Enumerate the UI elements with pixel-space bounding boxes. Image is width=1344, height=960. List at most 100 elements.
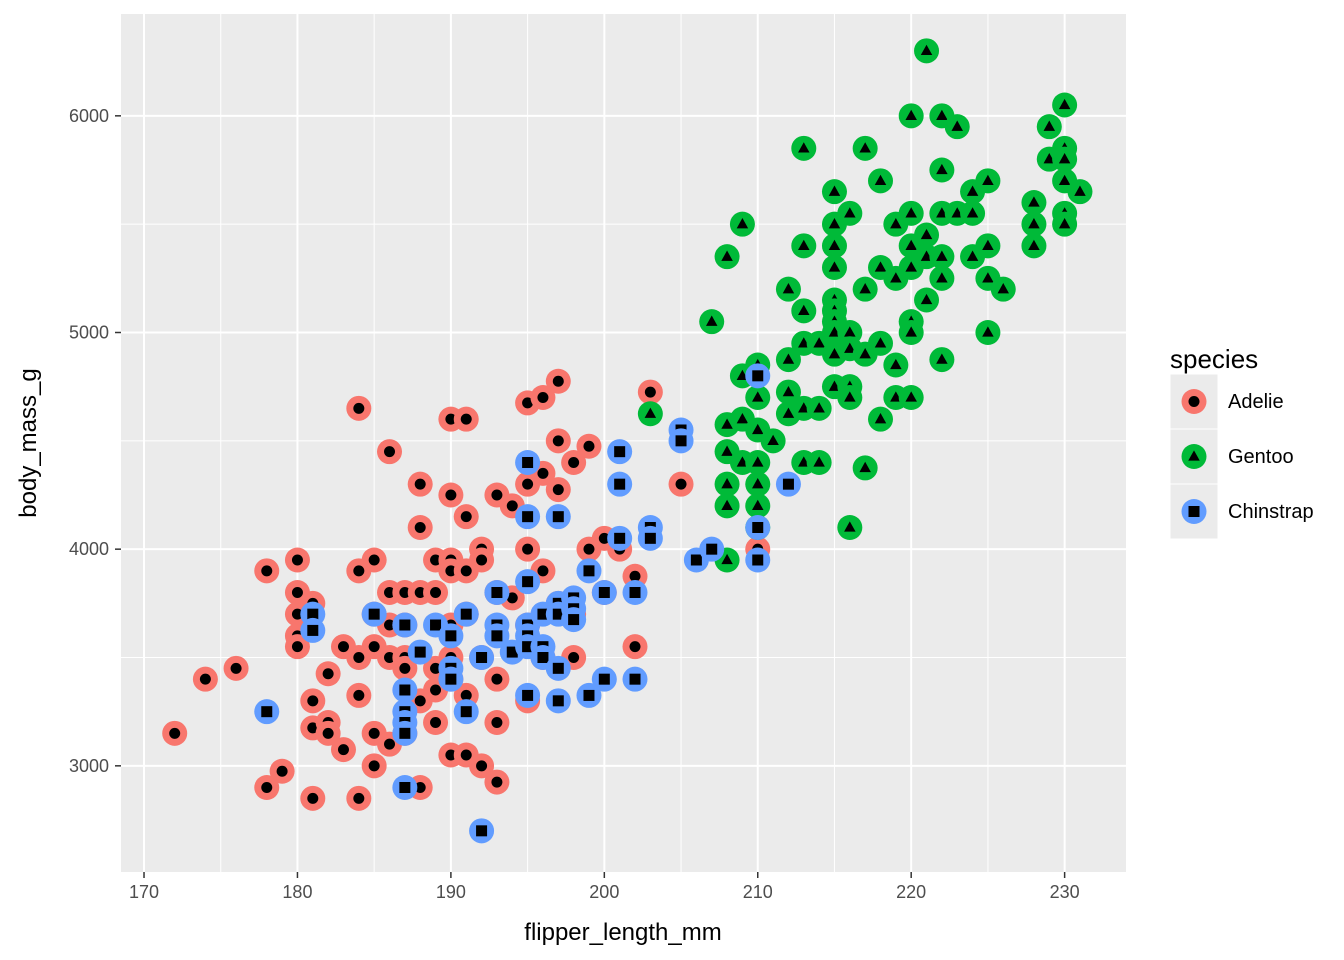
point-marker-triangle [920,293,933,305]
data-point [484,769,510,795]
point-marker-triangle [982,239,994,250]
data-point [315,720,341,746]
point-marker-triangle [1058,153,1071,164]
point-marker-circle [291,554,303,566]
point-marker-circle [169,727,181,739]
data-point [407,639,433,665]
point-marker-triangle [982,174,994,185]
point-marker-circle [506,592,518,604]
point-marker-circle [414,478,426,490]
data-point [775,379,801,405]
point-marker-square [629,587,641,598]
data-point [576,682,602,708]
legend-label: Chinstrap [1228,501,1314,523]
data-point [591,580,617,605]
point-marker-triangle [705,315,718,326]
data-point [1052,92,1078,118]
point-marker-triangle [752,456,764,467]
data-point [791,233,817,259]
point-marker-triangle [813,456,825,467]
point-marker-triangle [1028,218,1040,229]
point-marker-circle [276,765,288,777]
point-marker-triangle [905,109,917,120]
point-marker-triangle [936,250,948,261]
point-marker-circle [307,722,319,734]
point-marker-triangle [767,434,779,445]
point-marker-square [537,608,549,620]
data-point [392,775,418,800]
point-marker-triangle [844,342,856,353]
point-marker-triangle [859,348,871,359]
data-point [392,655,418,681]
legend-label: Gentoo [1228,446,1294,468]
point-marker-square [706,543,718,555]
data-point [346,682,372,708]
point-marker-circle [460,413,472,425]
point-marker-triangle [828,348,841,359]
point-marker-circle [460,565,472,577]
point-marker-triangle [874,337,887,348]
point-marker-square [506,646,518,658]
point-marker-square [399,684,411,696]
grid-minor [121,14,1126,872]
point-marker-circle [230,662,242,674]
point-marker-triangle [828,239,841,250]
point-marker-triangle [920,228,933,240]
point-marker-circle [583,543,595,555]
data-point [745,493,771,519]
point-marker-triangle [828,326,841,337]
point-marker-triangle [859,283,871,294]
point-marker-triangle [920,250,933,261]
data-point [868,330,894,356]
point-marker-triangle [721,418,733,429]
point-marker-square [476,652,488,663]
data-point [361,753,387,779]
point-marker-triangle [936,272,948,283]
series-gentoo [637,38,1093,573]
data-point [453,699,479,725]
point-marker-circle [291,587,303,598]
point-marker-triangle [844,326,856,337]
data-point [545,688,571,714]
data-point [791,298,817,324]
point-marker-circle [445,413,457,425]
point-marker-circle [414,695,426,707]
data-point [515,569,541,595]
data-point [699,536,725,562]
point-marker-square [614,446,626,458]
point-marker-square [491,630,503,642]
point-marker-circle [414,782,426,793]
point-marker-square [460,706,472,718]
point-marker-circle [675,478,687,490]
data-point [852,135,878,161]
point-marker-circle [552,484,564,496]
data-point [714,471,740,497]
point-marker-square [598,587,610,598]
point-marker-circle [460,511,472,523]
data-point [330,737,356,763]
data-point [775,471,801,497]
points-layer [162,38,1093,844]
point-marker-triangle [966,207,979,218]
point-marker-circle [476,760,488,772]
data-point [438,482,464,508]
data-point [162,720,188,746]
data-point [775,276,801,302]
data-point [1021,211,1047,237]
point-marker-triangle [982,326,994,337]
data-point [975,168,1001,194]
point-marker-circle [353,652,365,663]
data-point [284,547,310,573]
data-point [745,547,771,573]
data-point [837,200,863,226]
point-marker-triangle [936,163,948,175]
point-marker-triangle [798,239,810,250]
data-point [837,515,863,540]
point-marker-square [476,825,488,837]
data-point [484,666,510,692]
point-marker-triangle [905,261,917,272]
legend-item-gentoo: Gentoo [1169,428,1294,485]
point-marker-triangle [982,272,994,283]
point-marker-circle [368,760,380,772]
point-marker-square [583,565,595,577]
